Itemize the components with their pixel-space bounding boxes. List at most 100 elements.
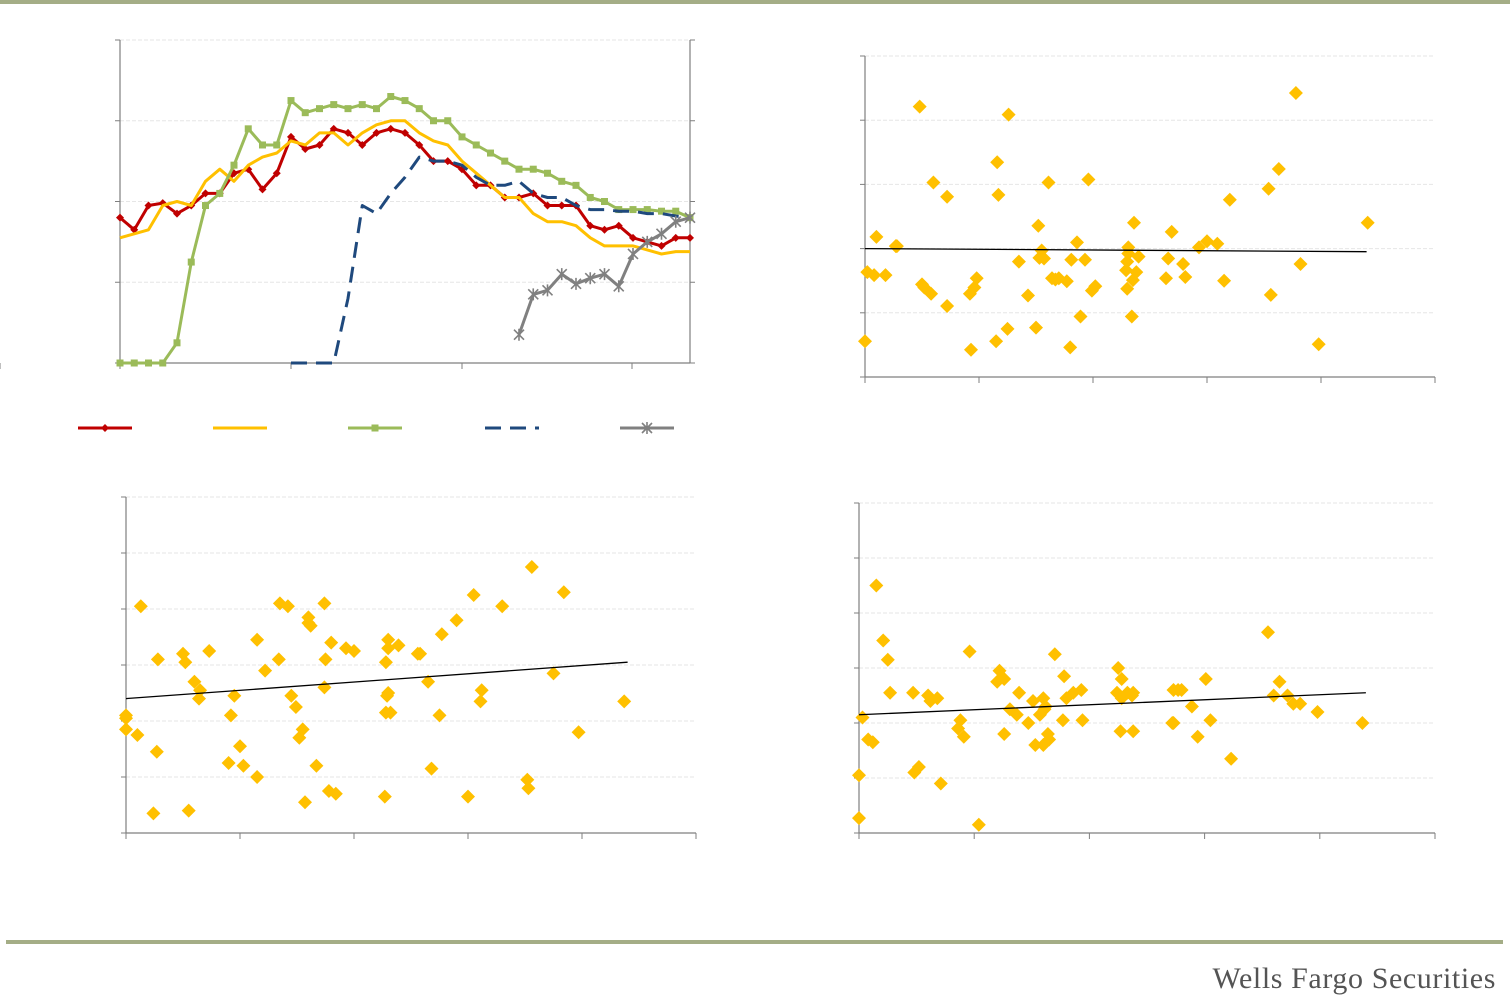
line-marker (329, 124, 338, 133)
line-marker (615, 206, 623, 214)
scatter-point (855, 710, 870, 725)
scatter-point (1120, 281, 1135, 296)
scatter-point (911, 760, 926, 774)
scatter-point (967, 280, 982, 295)
line-marker (202, 202, 209, 210)
scatter-point (906, 685, 921, 700)
line-marker (515, 165, 523, 173)
scatter-chart (858, 55, 1436, 383)
line-marker (430, 117, 437, 125)
scatter-point (202, 644, 217, 658)
scatter-point (318, 652, 333, 667)
scatter-point (1041, 175, 1056, 190)
scatter-chart (119, 496, 697, 839)
line-marker (301, 145, 310, 154)
scatter-point (303, 618, 318, 633)
series-line (291, 155, 691, 365)
line-marker (145, 359, 152, 367)
scatter-point (381, 641, 396, 656)
scatter-point (1174, 683, 1189, 697)
scatter-point (284, 688, 299, 703)
line-marker (641, 422, 653, 434)
line-marker (372, 128, 381, 137)
line-series (291, 155, 691, 365)
scatter-point (1280, 688, 1295, 703)
line-marker (658, 207, 665, 215)
line-marker (572, 181, 580, 189)
line-marker (513, 328, 525, 341)
scatter-point (1222, 192, 1237, 207)
line-marker (173, 209, 181, 218)
scatter-point (1121, 240, 1136, 255)
scatter-point (381, 686, 396, 700)
scatter-point (495, 599, 510, 614)
scatter-point (876, 633, 891, 648)
scatter-point (521, 781, 536, 796)
line-chart (0, 39, 696, 434)
scatter-point (571, 725, 586, 740)
scatter-point (1113, 724, 1128, 739)
scatter-point (271, 652, 286, 667)
scatter-point (1288, 86, 1303, 100)
scatter-point (250, 632, 265, 647)
scatter-point (1000, 321, 1015, 336)
scatter-point (1266, 688, 1281, 703)
scatter-point (940, 189, 955, 204)
line-marker (173, 339, 181, 347)
scatter-point (133, 599, 148, 614)
scatter-point (865, 735, 880, 750)
scatter-point (474, 683, 489, 698)
scatter-point (236, 758, 251, 773)
scatter-point (852, 811, 866, 826)
scatter-point (130, 728, 145, 742)
line-marker (458, 133, 466, 141)
scatter-point (869, 578, 884, 593)
scatter-point (1028, 738, 1043, 752)
line-marker (527, 288, 539, 301)
scatter-point (250, 770, 265, 784)
scatter-point (1021, 288, 1035, 303)
scatter-point (878, 268, 893, 283)
line-marker (556, 268, 568, 281)
scatter-point (328, 786, 343, 801)
scatter-point (858, 334, 872, 349)
scatter-point (867, 268, 882, 283)
series-line (119, 119, 690, 256)
line-marker (116, 359, 124, 367)
scatter-point (227, 688, 242, 703)
scatter-point (187, 674, 202, 689)
line-marker (287, 132, 295, 141)
scatter-point (146, 806, 161, 821)
scatter-point (953, 713, 968, 728)
scatter-point (347, 644, 361, 658)
scatter-point (223, 708, 238, 723)
brand-logo-text: Wells Fargo Securities (1212, 962, 1496, 995)
scatter-point (889, 239, 904, 254)
scatter-point (1286, 696, 1301, 711)
scatter-point (383, 705, 398, 720)
line-marker (258, 185, 267, 194)
scatter-point (1263, 287, 1278, 302)
scatter-point (1088, 279, 1103, 294)
line-marker (472, 181, 481, 190)
scatter-point (1261, 181, 1276, 196)
line-marker (529, 165, 537, 173)
trend-line (864, 247, 1367, 253)
scatter-point (1012, 685, 1027, 700)
scatter-point (991, 187, 1006, 202)
line-marker (230, 161, 238, 169)
line-marker (301, 109, 309, 117)
scatter-point (1271, 162, 1286, 176)
scatter-point (461, 789, 475, 804)
scatter-point (1166, 716, 1181, 730)
bottom-divider (6, 940, 1503, 944)
scatter-point (421, 674, 436, 689)
scatter-point (309, 758, 324, 773)
line-marker (344, 128, 352, 137)
scatter-point (424, 761, 439, 776)
scatter-point (413, 646, 428, 661)
scatter-point (1021, 716, 1036, 730)
scatter-point (1261, 625, 1275, 640)
scatter-point (883, 685, 898, 700)
